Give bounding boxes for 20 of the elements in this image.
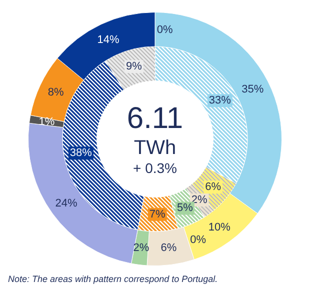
data-label: 5% — [177, 202, 194, 214]
data-label: 2% — [133, 242, 150, 254]
data-label: 14% — [97, 34, 120, 46]
data-label: 6% — [160, 242, 177, 254]
text: TWh — [134, 136, 176, 160]
data-label: 7% — [149, 208, 166, 220]
data-label: 1% — [38, 116, 55, 128]
data-label: 10% — [208, 222, 231, 234]
text: + 0.3% — [133, 160, 177, 176]
text: Note: The areas with pattern correspond to Portugal. — [8, 274, 219, 284]
text: 0% — [190, 234, 206, 246]
text: 0% — [156, 24, 173, 36]
data-label: 9% — [126, 60, 142, 73]
data-label: 6% — [205, 181, 222, 194]
data-label: 24% — [55, 197, 78, 210]
text: 6.11 — [126, 102, 184, 137]
data-label: 33% — [208, 94, 232, 107]
data-label: 38% — [70, 147, 92, 160]
data-label: 8% — [48, 86, 64, 98]
data-label: 35% — [242, 83, 264, 96]
